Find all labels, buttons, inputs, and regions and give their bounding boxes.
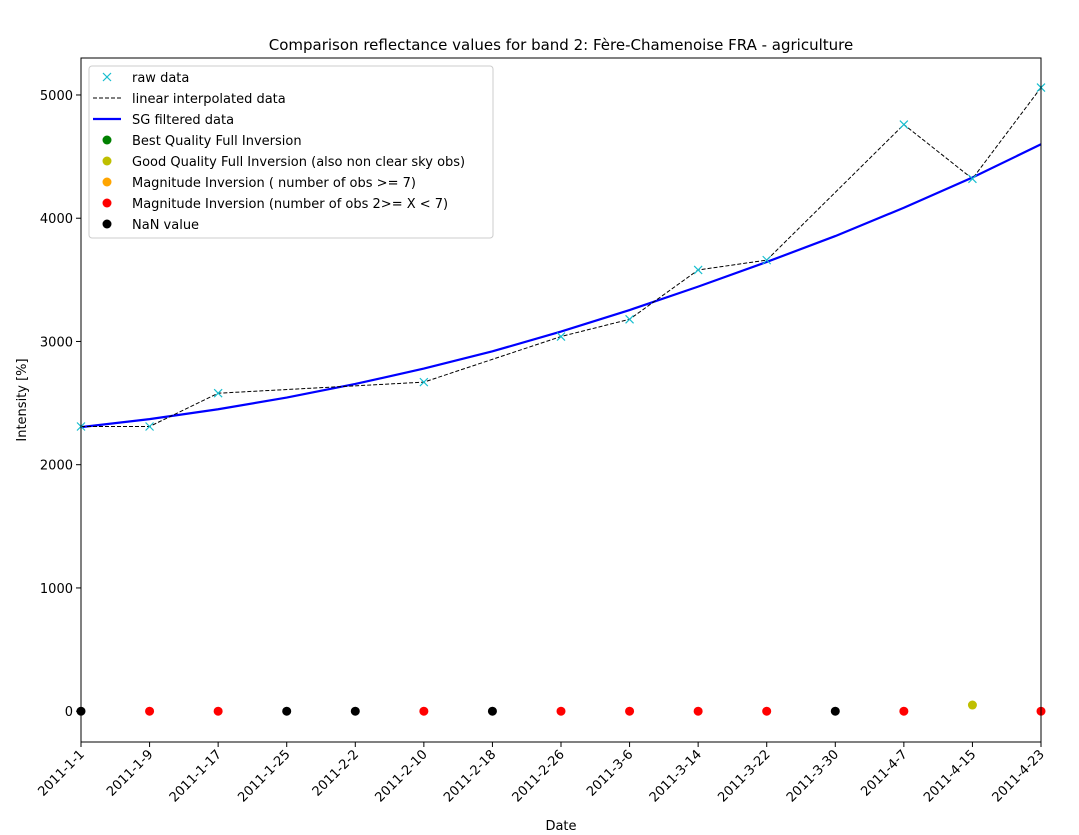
legend-entry: linear interpolated data xyxy=(93,92,286,107)
quality-flag-point xyxy=(625,706,635,716)
quality-flag-point xyxy=(350,706,360,716)
quality-flag-point xyxy=(282,706,292,716)
y-axis-label: Intensity [%] xyxy=(15,358,30,441)
raw-data-point xyxy=(213,388,223,398)
x-tick-label: 2011-1-9 xyxy=(104,747,156,799)
x-tick-label: 2011-2-18 xyxy=(441,747,499,805)
x-axis: 2011-1-1 2011-1-9 2011-1-17 2011-1-25 2011-2… xyxy=(35,742,1048,805)
x-tick-label: 2011-3-6 xyxy=(584,747,636,799)
legend-entry: Good Quality Full Inversion (also non cl… xyxy=(102,155,465,170)
raw-data-point xyxy=(762,255,772,265)
quality-flag-point xyxy=(762,706,772,716)
quality-flag-point xyxy=(693,706,703,716)
legend-label: SG filtered data xyxy=(132,113,234,128)
raw-data-point xyxy=(419,377,429,387)
legend-label: raw data xyxy=(132,71,189,86)
x-axis-label: Date xyxy=(545,819,576,834)
raw-data-point xyxy=(693,265,703,275)
y-axis: 0 1000 2000 3000 4000 5000 xyxy=(40,89,81,720)
quality-flag-point xyxy=(419,706,429,716)
legend-label: NaN value xyxy=(132,218,199,233)
legend-label: Best Quality Full Inversion xyxy=(132,134,302,149)
x-tick-label: 2011-4-15 xyxy=(921,747,979,805)
quality-flag-point xyxy=(556,706,566,716)
x-tick-label: 2011-2-2 xyxy=(310,747,362,799)
y-tick-label: 5000 xyxy=(40,89,73,104)
x-tick-label: 2011-2-10 xyxy=(373,747,431,805)
y-tick-label: 2000 xyxy=(40,459,73,474)
legend-label: Magnitude Inversion ( number of obs >= 7… xyxy=(132,176,416,191)
quality-flag-point xyxy=(899,706,909,716)
x-tick-label: 2011-4-7 xyxy=(858,747,910,799)
legend-label: Good Quality Full Inversion (also non cl… xyxy=(132,155,465,170)
legend-entry: raw data xyxy=(102,71,189,86)
raw-data-point xyxy=(625,314,634,324)
y-tick-label: 1000 xyxy=(40,582,73,597)
legend-entry: Magnitude Inversion ( number of obs >= 7… xyxy=(102,176,416,191)
quality-flag-point xyxy=(830,706,840,716)
quality-flag-point xyxy=(145,706,155,716)
legend-entry: Magnitude Inversion (number of obs 2>= X… xyxy=(102,197,448,212)
legend-entry: SG filtered data xyxy=(93,113,234,128)
legend-entry: NaN value xyxy=(102,218,199,233)
x-tick-label: 2011-3-14 xyxy=(647,747,705,805)
legend-label: linear interpolated data xyxy=(132,92,286,107)
x-tick-label: 2011-1-25 xyxy=(235,747,293,805)
legend: raw data linear interpolated data SG filte… xyxy=(88,65,494,239)
quality-flag-point xyxy=(487,706,497,716)
x-tick-label: 2011-2-26 xyxy=(510,747,568,805)
x-tick-label: 2011-1-1 xyxy=(35,747,87,799)
legend-entry: Best Quality Full Inversion xyxy=(102,134,302,149)
y-tick-label: 4000 xyxy=(40,212,73,227)
raw-data-point xyxy=(968,174,977,184)
y-tick-label: 0 xyxy=(65,705,73,720)
raw-data-point xyxy=(145,422,154,431)
series-sg-filtered-line xyxy=(80,143,1042,429)
legend-label: Magnitude Inversion (number of obs 2>= X… xyxy=(132,197,448,212)
y-tick-label: 3000 xyxy=(40,335,73,350)
x-tick-label: 2011-3-22 xyxy=(715,747,773,805)
raw-data-point xyxy=(556,332,566,341)
x-tick-label: 2011-4-23 xyxy=(990,747,1048,805)
chart-title: Comparison reflectance values for band 2… xyxy=(269,36,853,54)
raw-data-point xyxy=(899,120,909,129)
quality-flag-point xyxy=(213,706,223,716)
legend-box xyxy=(88,65,494,239)
quality-flag-point xyxy=(967,700,977,710)
x-tick-label: 2011-1-17 xyxy=(167,747,225,805)
x-tick-label: 2011-3-30 xyxy=(784,747,842,805)
